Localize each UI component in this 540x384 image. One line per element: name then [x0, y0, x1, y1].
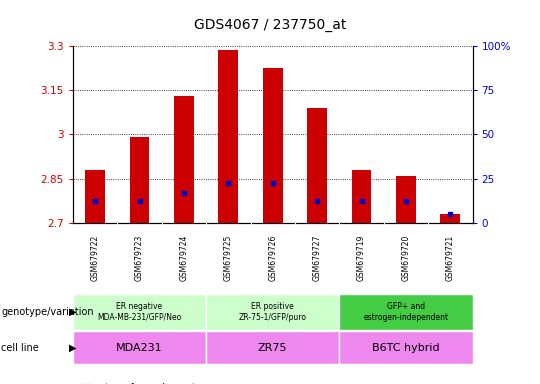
- Text: MDA231: MDA231: [116, 343, 163, 353]
- Text: cell line: cell line: [1, 343, 39, 353]
- Bar: [396, 175, 416, 223]
- Text: GSM679720: GSM679720: [401, 235, 410, 281]
- Text: ER negative
MDA-MB-231/GFP/Neo: ER negative MDA-MB-231/GFP/Neo: [97, 302, 181, 322]
- Text: GSM679725: GSM679725: [224, 235, 233, 281]
- Bar: [440, 214, 460, 223]
- Bar: [73, 331, 206, 364]
- Bar: [262, 68, 283, 223]
- Text: B6TC hybrid: B6TC hybrid: [372, 343, 440, 353]
- Text: GSM679719: GSM679719: [357, 235, 366, 281]
- Text: ▶: ▶: [69, 307, 76, 317]
- Bar: [218, 50, 238, 223]
- Text: GSM679721: GSM679721: [446, 235, 455, 281]
- Bar: [352, 170, 372, 223]
- Bar: [73, 295, 206, 329]
- Bar: [206, 295, 339, 329]
- Text: GSM679722: GSM679722: [91, 235, 99, 281]
- Text: GFP+ and
estrogen-independent: GFP+ and estrogen-independent: [363, 302, 448, 322]
- Bar: [174, 96, 194, 223]
- Text: ER positive
ZR-75-1/GFP/puro: ER positive ZR-75-1/GFP/puro: [239, 302, 307, 322]
- Bar: [307, 108, 327, 223]
- Text: genotype/variation: genotype/variation: [1, 307, 94, 317]
- Bar: [130, 137, 150, 223]
- Bar: [85, 170, 105, 223]
- Text: ■: ■: [81, 383, 91, 384]
- Text: GSM679723: GSM679723: [135, 235, 144, 281]
- Text: GSM679727: GSM679727: [313, 235, 322, 281]
- Bar: [339, 331, 472, 364]
- Bar: [206, 331, 339, 364]
- Text: ZR75: ZR75: [258, 343, 287, 353]
- Text: GDS4067 / 237750_at: GDS4067 / 237750_at: [194, 18, 346, 32]
- Text: ▶: ▶: [69, 343, 76, 353]
- Text: GSM679724: GSM679724: [179, 235, 188, 281]
- Text: transformed count: transformed count: [105, 383, 196, 384]
- Text: GSM679726: GSM679726: [268, 235, 277, 281]
- Bar: [339, 295, 472, 329]
